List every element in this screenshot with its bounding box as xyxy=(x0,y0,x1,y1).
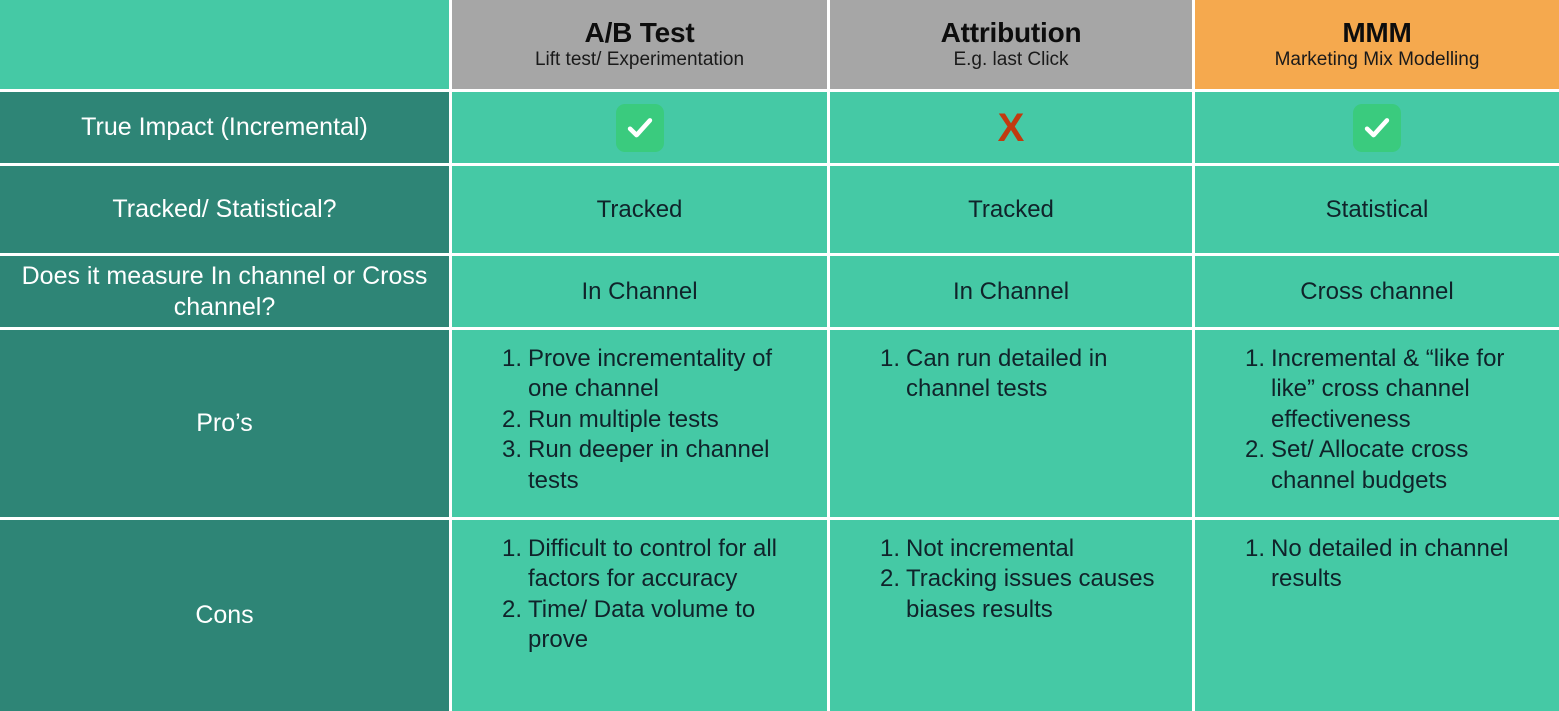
cell-tracked-statistical-ab_test: Tracked xyxy=(452,166,830,256)
list-item-number: 2. xyxy=(502,405,523,433)
ordered-list-pros-attribution: 1. Can run detailed in channel tests xyxy=(844,344,1178,405)
list-item-number: 2. xyxy=(502,595,523,623)
header-title-mmm: MMM xyxy=(1342,16,1412,48)
row-label-cons: Cons xyxy=(0,520,452,711)
ordered-list-cons-attribution: 1. Not incremental 2. Tracking issues cause… xyxy=(844,534,1178,625)
list-item-text: Can run detailed in channel tests xyxy=(906,345,1108,403)
check-icon xyxy=(615,103,664,152)
table-header-corner xyxy=(0,0,452,92)
list-item-text: Run multiple tests xyxy=(528,405,719,433)
cell-value-attribution: In Channel xyxy=(952,277,1070,305)
cell-value-ab_test: Tracked xyxy=(596,195,683,223)
cell-measure-scope-mmm: Cross channel xyxy=(1195,256,1559,330)
list-item: 2. Time/ Data volume to prove xyxy=(466,595,813,656)
mark-wrapper-attribution: X xyxy=(830,108,1192,148)
header-subtitle-attribution: E.g. last Click xyxy=(953,49,1069,71)
list-item: 1. No detailed in channel results xyxy=(1209,534,1545,595)
list-item-number: 3. xyxy=(502,436,523,464)
ordered-list-pros-ab_test: 1. Prove incrementality of one channel 2. R… xyxy=(466,344,813,496)
cell-tracked-statistical-mmm: Statistical xyxy=(1195,166,1559,256)
list-item: 2. Set/ Allocate cross channel budgets xyxy=(1209,435,1545,496)
list-item-number: 1. xyxy=(880,535,901,562)
ordered-list-cons-ab_test: 1. Difficult to control for all factors f… xyxy=(466,534,813,656)
table-header-ab_test: A/B Test Lift test/ Experimentation xyxy=(452,0,830,92)
cell-true-impact-mmm xyxy=(1195,92,1559,166)
cell-value-attribution: Tracked xyxy=(968,195,1054,223)
mark-wrapper-ab_test xyxy=(452,103,827,152)
list-item-number: 1. xyxy=(1245,345,1266,372)
row-label-tracked-statistical: Tracked/ Statistical? xyxy=(0,166,452,256)
list-item: 1. Prove incrementality of one channel xyxy=(466,344,813,405)
list-item: 3. Run deeper in channel tests xyxy=(466,435,813,496)
ordered-list-cons-mmm: 1. No detailed in channel results xyxy=(1209,534,1545,595)
list-item: 2. Run multiple tests xyxy=(466,405,813,435)
list-item-number: 1. xyxy=(1245,535,1266,562)
ordered-list-pros-mmm: 1. Incremental & “like for like” cross ch… xyxy=(1209,344,1545,496)
header-subtitle-ab_test: Lift test/ Experimentation xyxy=(534,49,745,71)
cell-measure-scope-ab_test: In Channel xyxy=(452,256,830,330)
cell-pros-ab_test: 1. Prove incrementality of one channel 2. R… xyxy=(452,330,830,520)
list-item-text: Prove incrementality of one channel xyxy=(528,345,773,403)
row-label-true-impact: True Impact (Incremental) xyxy=(0,92,452,166)
cell-cons-mmm: 1. No detailed in channel results xyxy=(1195,520,1559,711)
cell-measure-scope-attribution: In Channel xyxy=(830,256,1195,330)
cell-pros-attribution: 1. Can run detailed in channel tests xyxy=(830,330,1195,520)
list-item-text: Time/ Data volume to prove xyxy=(528,595,756,654)
row-label-measure-scope: Does it measure In channel or Cross chan… xyxy=(0,256,452,330)
list-item: 1. Incremental & “like for like” cross ch… xyxy=(1209,344,1545,435)
list-item: 1. Can run detailed in channel tests xyxy=(844,344,1178,405)
list-item-text: Not incremental xyxy=(906,535,1075,562)
table-header-attribution: Attribution E.g. last Click xyxy=(830,0,1195,92)
cell-tracked-statistical-attribution: Tracked xyxy=(830,166,1195,256)
cell-pros-mmm: 1. Incremental & “like for like” cross ch… xyxy=(1195,330,1559,520)
table-header-mmm: MMM Marketing Mix Modelling xyxy=(1195,0,1559,92)
list-item-text: Set/ Allocate cross channel budgets xyxy=(1271,436,1469,494)
list-item-number: 1. xyxy=(502,345,523,372)
list-item-text: Tracking issues causes biases results xyxy=(906,565,1155,623)
header-subtitle-mmm: Marketing Mix Modelling xyxy=(1274,49,1480,71)
list-item-number: 2. xyxy=(1245,436,1266,464)
cell-true-impact-ab_test xyxy=(452,92,830,166)
header-title-ab_test: A/B Test xyxy=(584,16,695,48)
cell-value-mmm: Statistical xyxy=(1325,195,1429,223)
list-item-number: 1. xyxy=(880,345,901,372)
mark-wrapper-mmm xyxy=(1195,103,1559,152)
cell-true-impact-attribution: X xyxy=(830,92,1195,166)
cell-value-ab_test: In Channel xyxy=(581,277,698,305)
list-item-text: Difficult to control for all factors for… xyxy=(528,535,777,593)
x-icon: X xyxy=(997,105,1025,150)
list-item: 2. Tracking issues causes biases results xyxy=(844,564,1178,625)
row-label-pros: Pro’s xyxy=(0,330,452,520)
list-item: 1. Not incremental xyxy=(844,534,1178,564)
list-item-text: Incremental & “like for like” cross chan… xyxy=(1271,345,1505,433)
header-title-attribution: Attribution xyxy=(940,16,1082,48)
cell-cons-attribution: 1. Not incremental 2. Tracking issues cause… xyxy=(830,520,1195,711)
list-item-text: Run deeper in channel tests xyxy=(528,436,770,494)
list-item-number: 2. xyxy=(880,565,901,593)
list-item-number: 1. xyxy=(502,535,523,562)
check-icon xyxy=(1353,103,1401,152)
list-item: 1. Difficult to control for all factors f… xyxy=(466,534,813,595)
cell-value-mmm: Cross channel xyxy=(1300,277,1454,305)
list-item-text: No detailed in channel results xyxy=(1271,535,1509,593)
cell-cons-ab_test: 1. Difficult to control for all factors f… xyxy=(452,520,830,711)
